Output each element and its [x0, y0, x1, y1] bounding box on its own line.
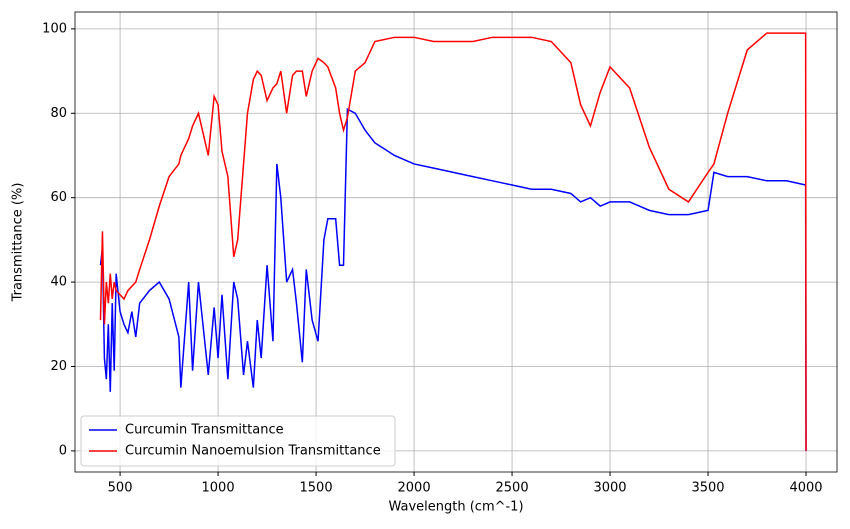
x-tick-label: 2500 [496, 481, 529, 496]
y-tick-label: 20 [50, 359, 67, 374]
x-tick-label: 500 [108, 481, 133, 496]
legend: Curcumin Transmittance Curcumin Nanoemuls… [80, 415, 396, 467]
y-tick-label: 80 [50, 106, 67, 121]
x-tick-label: 1500 [300, 481, 333, 496]
x-axis-label: Wavelength (cm^-1) [388, 500, 523, 515]
y-tick-label: 60 [50, 190, 67, 205]
y-tick-label: 100 [42, 21, 67, 36]
y-axis-label: Transmittance (%) [11, 183, 26, 303]
y-tick-label: 0 [59, 443, 67, 458]
legend-label: Curcumin Transmittance [125, 423, 284, 438]
x-tick-label: 1000 [202, 481, 235, 496]
x-tick-label: 2000 [398, 481, 431, 496]
x-tick-label: 3500 [691, 481, 724, 496]
x-tick-label: 3000 [593, 481, 626, 496]
y-tick-label: 40 [50, 275, 67, 290]
data-line [99, 107, 807, 451]
x-tick-label: 4000 [789, 481, 822, 496]
data-line [99, 32, 807, 451]
plot-frame [74, 11, 838, 473]
legend-label: Curcumin Nanoemulsion Transmittance [125, 444, 381, 459]
legend-box [80, 415, 396, 467]
